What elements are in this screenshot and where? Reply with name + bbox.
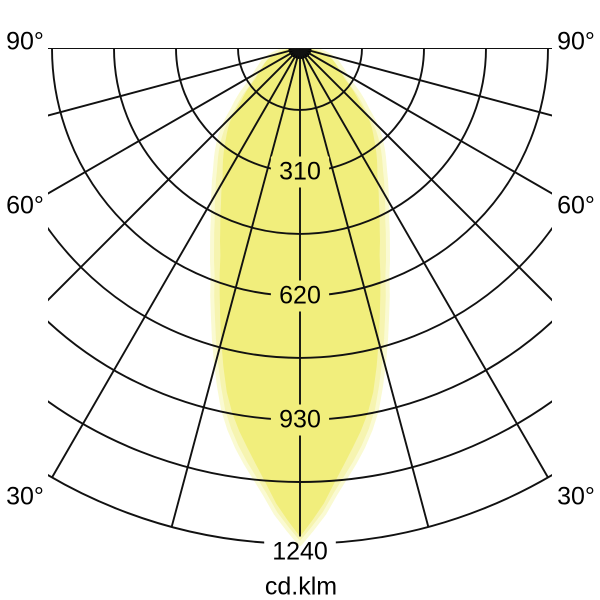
radial-tick-label: 620 xyxy=(279,281,321,310)
radial-tick-label: 1240 xyxy=(272,537,328,566)
grid-radial-line xyxy=(48,48,301,302)
grid-radial-line xyxy=(48,48,301,117)
angle-label-30-right: 30° xyxy=(557,482,595,511)
grid-radial-line xyxy=(48,48,301,195)
radial-tick-label: 930 xyxy=(279,405,321,434)
angle-label-90-left: 90° xyxy=(6,27,44,56)
grid-radial-line xyxy=(299,48,430,528)
grid-radial-line xyxy=(299,48,552,195)
grid-radial-line xyxy=(51,48,301,478)
angle-label-60-right: 60° xyxy=(557,191,595,220)
angle-label-90-right: 90° xyxy=(557,27,595,56)
grid-radial-line xyxy=(299,48,549,478)
grid-radial-line xyxy=(299,48,552,302)
grid-radial-line xyxy=(299,48,552,117)
grid-radial-line xyxy=(170,48,301,528)
angle-label-30-left: 30° xyxy=(6,482,44,511)
unit-label: cd.klm xyxy=(264,572,338,600)
angle-label-60-left: 60° xyxy=(6,191,44,220)
radial-tick-label: 310 xyxy=(279,157,321,186)
polar-grid xyxy=(48,48,552,545)
